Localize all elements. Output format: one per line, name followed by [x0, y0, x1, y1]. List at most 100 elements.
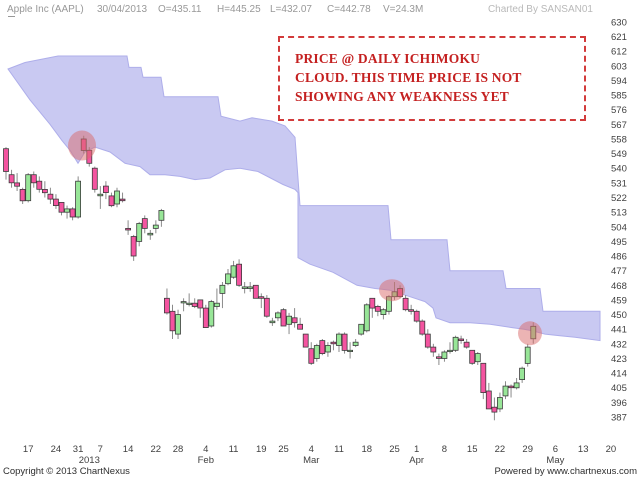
candle-body: [280, 309, 287, 327]
y-axis-label: 495: [611, 237, 627, 248]
candle-body: [125, 227, 131, 231]
annotation-line: CLOUD. THIS TIME PRICE IS NOT: [295, 70, 522, 85]
y-axis-label: 432: [611, 339, 627, 350]
candle-body: [30, 174, 37, 184]
candle-body: [319, 340, 326, 355]
candle-body: [263, 297, 270, 317]
candle-body: [469, 349, 476, 364]
candle-body: [291, 317, 298, 324]
x-axis-month-label: Mar: [303, 455, 319, 466]
y-axis-label: 567: [611, 120, 627, 131]
candle-body: [519, 367, 525, 381]
candle-body: [163, 297, 170, 314]
y-axis-label: 576: [611, 105, 627, 116]
candle-body: [358, 323, 365, 335]
candle-body: [169, 310, 176, 332]
candle-body: [53, 198, 59, 207]
candle-body: [130, 236, 137, 257]
candle-body: [141, 218, 148, 229]
candle-body: [463, 341, 470, 348]
candle-body: [236, 263, 243, 286]
y-axis-label: 396: [611, 398, 627, 409]
quote-date: 30/04/2013: [97, 4, 148, 15]
candle-body: [219, 284, 226, 294]
candle-body: [452, 336, 459, 351]
candle-body: [14, 182, 21, 187]
candle-body: [47, 193, 54, 200]
y-axis-label: 450: [611, 310, 627, 321]
candle-body: [341, 333, 348, 351]
y-axis-label: 459: [611, 295, 627, 306]
candle-body: [435, 356, 442, 359]
x-axis-month-label: 2013: [79, 455, 100, 466]
candle-body: [25, 174, 32, 202]
quote-high: H=445.25: [217, 4, 261, 15]
ichimoku-cloud: [7, 55, 601, 342]
candle-body: [103, 185, 109, 194]
candle-body: [502, 385, 509, 397]
candle-body: [258, 296, 265, 299]
candle-body: [197, 299, 204, 309]
candle-body: [42, 188, 48, 194]
candle-body: [152, 224, 159, 229]
candle-body: [430, 346, 437, 353]
y-axis-label: 522: [611, 193, 627, 204]
candle-body: [136, 223, 143, 242]
candle-body: [213, 302, 220, 307]
candle-body: [202, 307, 209, 329]
quote-volume: V=24.3M: [383, 4, 424, 15]
candle-body: [336, 333, 342, 346]
y-axis-label: 387: [611, 413, 627, 424]
y-axis-label: 405: [611, 383, 627, 394]
x-axis-label: 4: [309, 444, 314, 455]
candle-body: [230, 265, 237, 278]
candle-body: [108, 195, 115, 207]
quote-open: O=435.11: [158, 4, 202, 15]
candle-body: [91, 167, 98, 190]
candle-body: [491, 406, 498, 413]
x-axis-label: 11: [334, 444, 344, 455]
candle-body: [297, 323, 304, 330]
accesskey-underline: [8, 16, 15, 17]
y-axis-label: 486: [611, 252, 627, 263]
candle-body: [3, 148, 9, 172]
y-axis-label: 558: [611, 135, 627, 146]
annotation-box[interactable]: PRICE @ DAILY ICHIMOKU CLOUD. THIS TIME …: [278, 36, 586, 121]
candle-body: [175, 314, 181, 335]
y-axis-label: 423: [611, 354, 627, 365]
candle-body: [313, 345, 320, 359]
highlight-circle: [68, 130, 96, 161]
y-axis-label: 612: [611, 47, 627, 58]
x-axis-label: 1: [414, 444, 419, 455]
candle-body: [8, 174, 15, 184]
candle-body: [330, 341, 337, 345]
candle-body: [458, 338, 465, 342]
x-axis-label: 18: [362, 444, 373, 455]
candle-body: [413, 310, 420, 322]
y-axis-label: 630: [611, 17, 627, 28]
y-axis-label: 414: [611, 369, 627, 380]
candle-body: [424, 333, 431, 348]
candle-body: [36, 180, 43, 190]
candle-body: [496, 397, 503, 410]
candle-body: [308, 348, 315, 364]
candle-body: [402, 297, 409, 311]
x-axis-month-label: Apr: [409, 455, 424, 466]
candle-body: [380, 309, 387, 316]
candle-body: [119, 198, 126, 202]
x-axis-label: 13: [578, 444, 589, 455]
candle-body: [419, 320, 426, 335]
annotation-line: PRICE @ DAILY ICHIMOKU: [295, 51, 481, 66]
candle-body: [64, 208, 70, 213]
x-axis-label: 25: [389, 444, 400, 455]
x-axis-label: 22: [495, 444, 506, 455]
candle-body: [180, 301, 187, 304]
candle-body: [75, 180, 81, 218]
x-axis-label: 8: [442, 444, 447, 455]
candle-body: [524, 346, 531, 364]
candle-body: [69, 208, 76, 218]
x-axis-label: 31: [73, 444, 84, 455]
candle-body: [252, 284, 259, 299]
